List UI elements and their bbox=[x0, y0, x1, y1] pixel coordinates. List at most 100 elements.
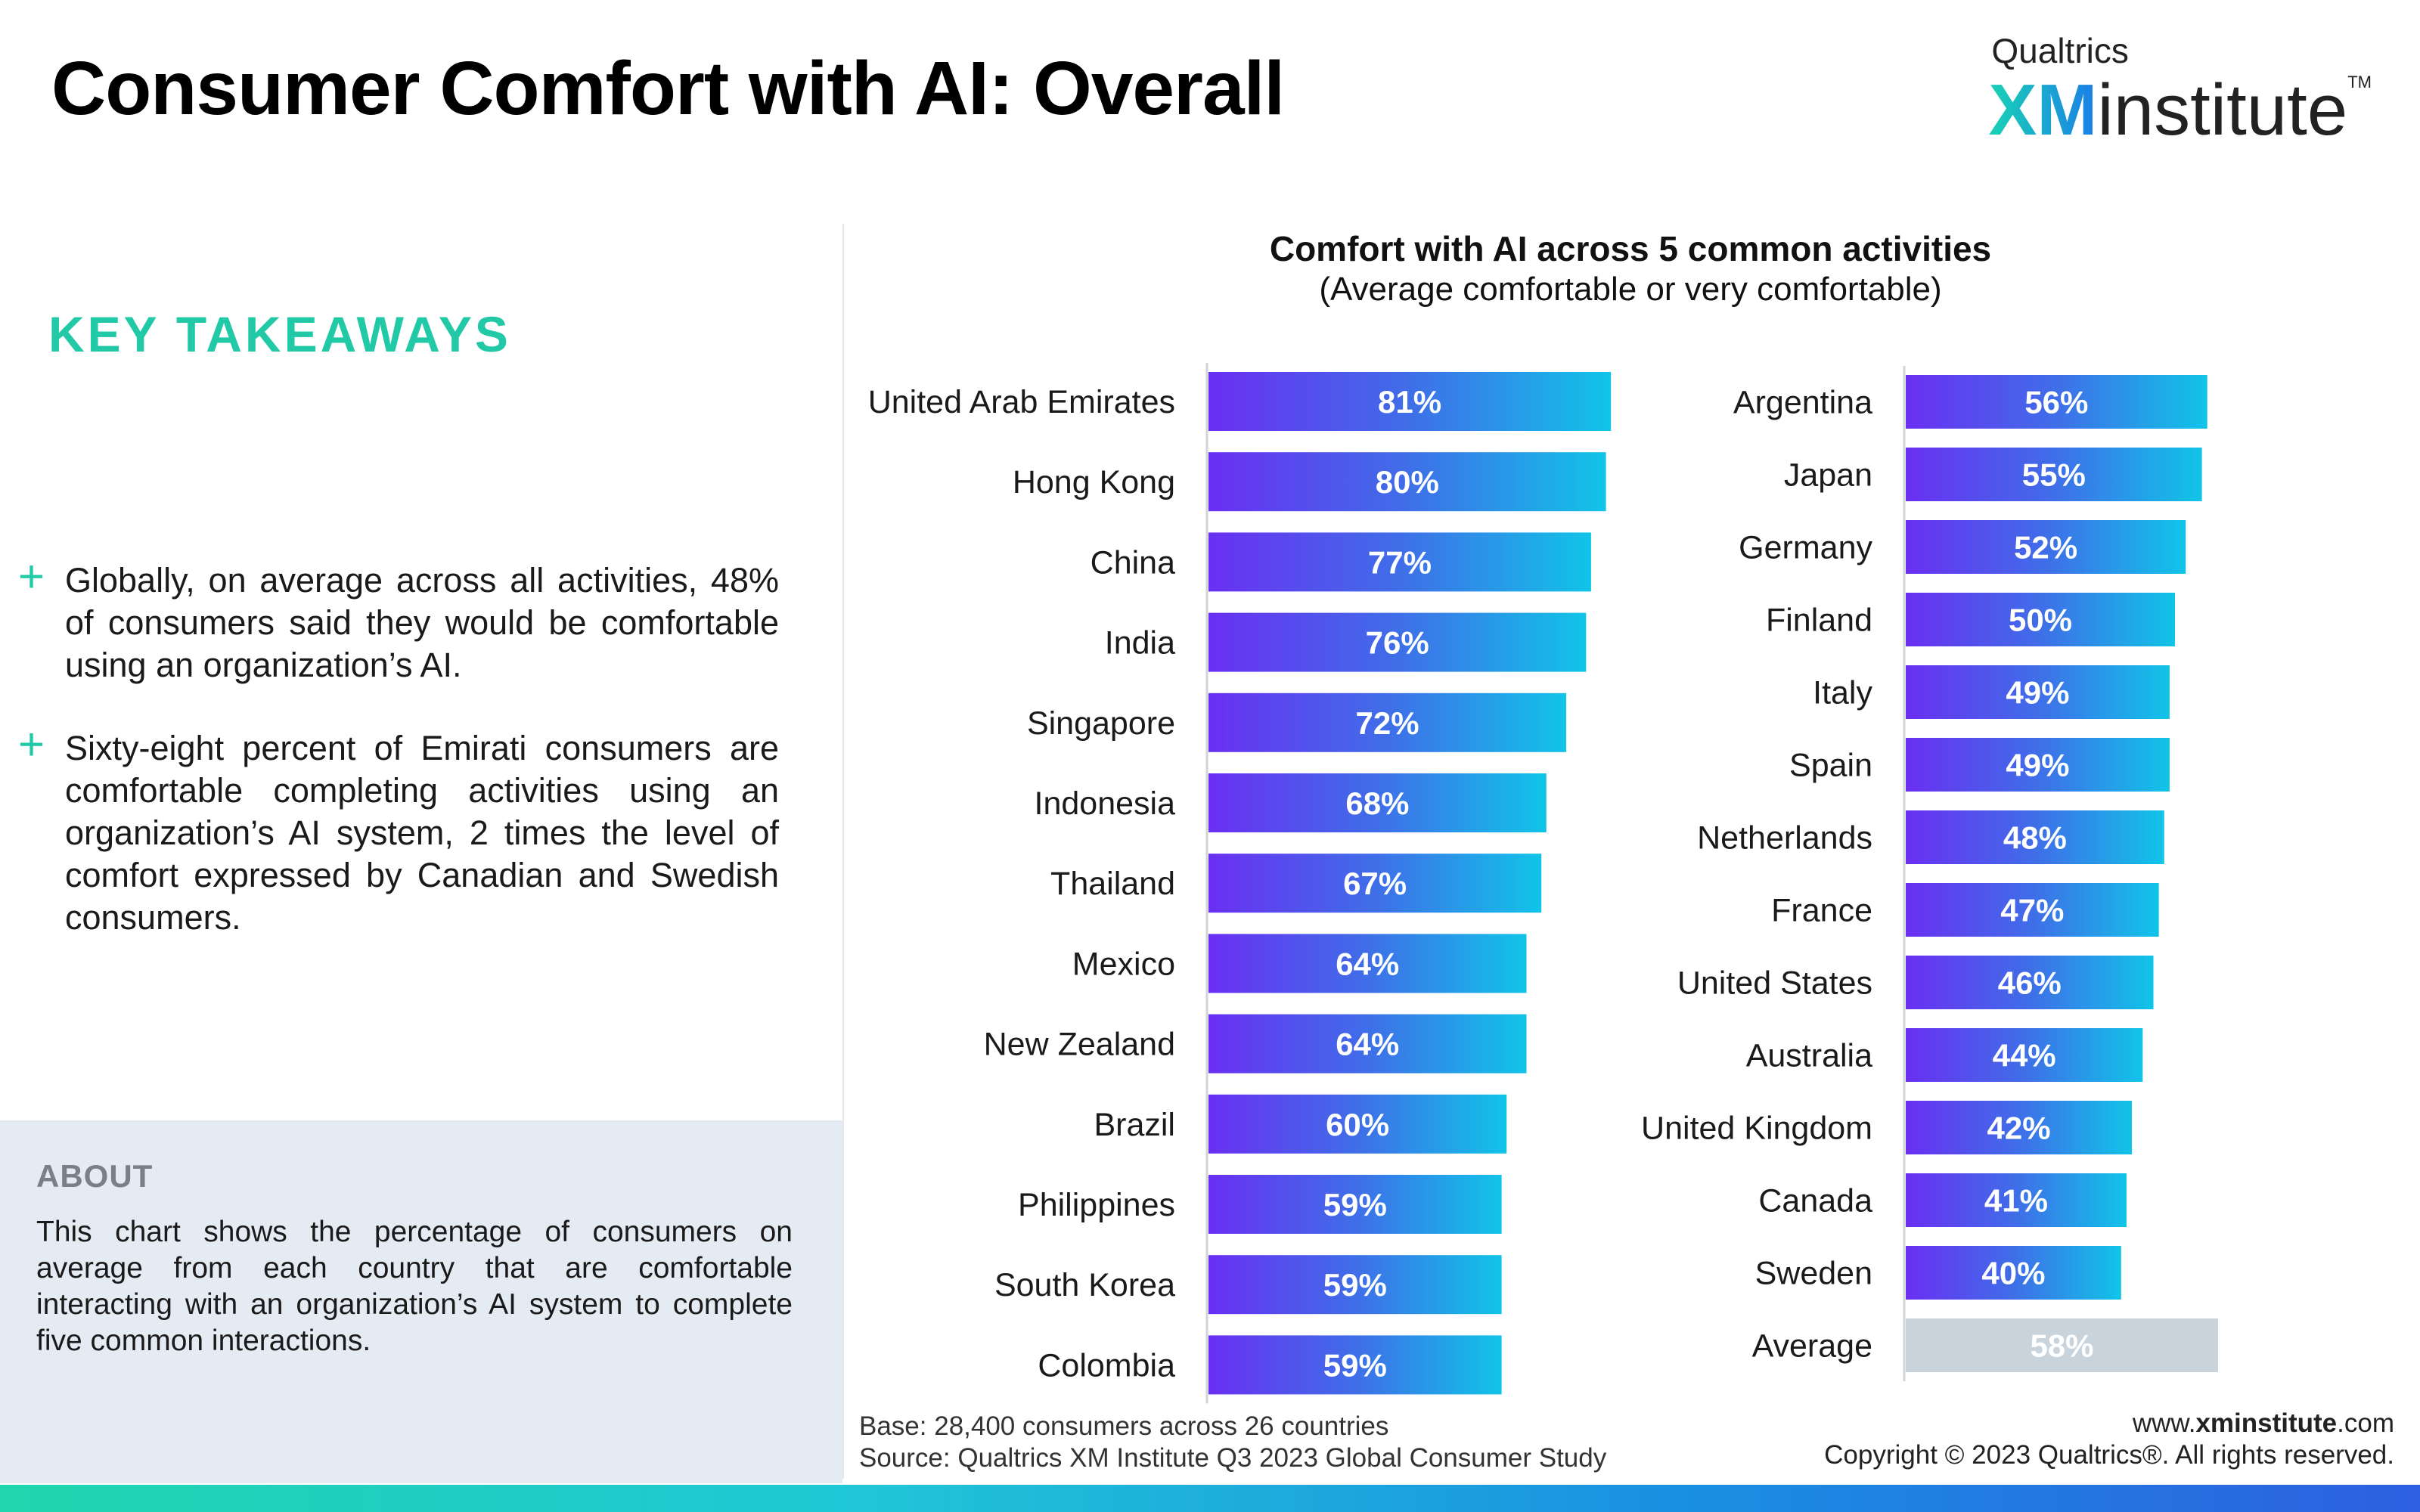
data-label: 41% bbox=[1984, 1183, 2048, 1219]
bottom-gradient-band bbox=[0, 1485, 2420, 1512]
brand-xm-text: XM bbox=[1988, 70, 2098, 150]
data-label: 49% bbox=[2006, 748, 2069, 783]
category-label: Finland bbox=[1766, 603, 1872, 639]
bar bbox=[1906, 883, 2159, 937]
data-label: 77% bbox=[1368, 544, 1432, 580]
category-label: Japan bbox=[1784, 457, 1872, 494]
data-label: 68% bbox=[1345, 785, 1409, 821]
chart-subtitle: (Average comfortable or very comfortable… bbox=[1319, 271, 1942, 308]
category-label: Philippines bbox=[1018, 1187, 1175, 1223]
takeaway-item: + Globally, on average across all activi… bbox=[18, 551, 779, 686]
category-label: Canada bbox=[1758, 1183, 1872, 1219]
data-label: 50% bbox=[2009, 603, 2072, 638]
data-label: 59% bbox=[1323, 1267, 1387, 1303]
bar bbox=[1906, 593, 2175, 646]
copyright-text: Copyright © 2023 Qualtrics®. All rights … bbox=[1824, 1440, 2394, 1470]
bar bbox=[1208, 1335, 1502, 1395]
page-title: Consumer Comfort with AI: Overall bbox=[51, 46, 1285, 131]
category-label: Indonesia bbox=[1035, 785, 1176, 822]
bar bbox=[1906, 375, 2207, 429]
category-label: Sweden bbox=[1755, 1256, 1872, 1292]
category-label: Colombia bbox=[1038, 1347, 1175, 1383]
plus-icon: + bbox=[18, 551, 45, 602]
data-label: 42% bbox=[1987, 1111, 2050, 1146]
copyright-block: www.xminstitute.com Copyright © 2023 Qua… bbox=[1824, 1408, 2394, 1471]
source-note: Source: Qualtrics XM Institute Q3 2023 G… bbox=[859, 1443, 1607, 1473]
bar bbox=[1906, 665, 2170, 719]
bar bbox=[1208, 773, 1547, 832]
bar bbox=[1208, 1255, 1502, 1315]
category-label: Brazil bbox=[1094, 1107, 1175, 1143]
data-label: 67% bbox=[1343, 866, 1407, 901]
data-label: 81% bbox=[1378, 384, 1441, 420]
plus-icon: + bbox=[18, 719, 45, 770]
category-label: Spain bbox=[1789, 748, 1872, 784]
data-label: 64% bbox=[1336, 1027, 1399, 1062]
bar bbox=[1906, 448, 2202, 501]
category-label: India bbox=[1105, 625, 1175, 662]
category-label: New Zealand bbox=[984, 1027, 1175, 1063]
category-label: United States bbox=[1677, 965, 1872, 1002]
category-label: South Korea bbox=[994, 1267, 1175, 1303]
brand-tm-mark: TM bbox=[2347, 73, 2372, 91]
category-label: Argentina bbox=[1733, 385, 1872, 421]
bar bbox=[1208, 854, 1542, 913]
category-label: Mexico bbox=[1072, 946, 1175, 982]
website-link[interactable]: www.xminstitute.com bbox=[2132, 1408, 2394, 1438]
brand-qualtrics-text: Qualtrics bbox=[1991, 31, 2129, 70]
bar bbox=[1906, 738, 2170, 792]
bar bbox=[1906, 520, 2186, 574]
data-label: 47% bbox=[2000, 893, 2064, 928]
bar bbox=[1208, 532, 1591, 592]
takeaway-text: Sixty-eight percent of Emirati consumers… bbox=[65, 729, 779, 937]
bar bbox=[1906, 1173, 2127, 1227]
brand-xm-institute: XMinstituteTM bbox=[1988, 74, 2372, 147]
category-label: United Arab Emirates bbox=[868, 384, 1175, 420]
bar bbox=[1906, 810, 2164, 864]
data-label: 40% bbox=[1981, 1256, 2045, 1291]
data-label: 49% bbox=[2006, 675, 2069, 711]
category-label: Average bbox=[1752, 1328, 1872, 1365]
takeaway-item: + Sixty-eight percent of Emirati consume… bbox=[18, 719, 779, 939]
bar bbox=[1906, 1101, 2133, 1154]
bar bbox=[1208, 452, 1606, 512]
chart-footnote: Base: 28,400 consumers across 26 countri… bbox=[859, 1411, 1606, 1474]
data-label: 72% bbox=[1355, 705, 1419, 741]
bar bbox=[1906, 1028, 2143, 1082]
bar bbox=[1208, 934, 1527, 993]
bar bbox=[1208, 612, 1587, 672]
brand-logo: Qualtrics XMinstituteTM bbox=[1988, 30, 2372, 147]
key-takeaways-title: KEY TAKEAWAYS bbox=[48, 306, 511, 362]
category-label: Netherlands bbox=[1697, 820, 1872, 857]
category-label: Singapore bbox=[1027, 705, 1175, 742]
category-label: China bbox=[1091, 544, 1175, 581]
data-label: 55% bbox=[2022, 457, 2086, 493]
data-label: 46% bbox=[1998, 965, 2062, 1001]
bar bbox=[1208, 372, 1612, 431]
data-label: 60% bbox=[1326, 1107, 1389, 1142]
takeaway-text: Globally, on average across all activiti… bbox=[65, 561, 779, 684]
category-label: France bbox=[1771, 893, 1872, 929]
data-label: 64% bbox=[1336, 946, 1399, 981]
category-label: Australia bbox=[1746, 1038, 1872, 1074]
data-label: 58% bbox=[2030, 1328, 2093, 1364]
bar bbox=[1906, 956, 2154, 1009]
bar bbox=[1208, 1014, 1527, 1074]
bar bbox=[1208, 1094, 1507, 1154]
about-text: This chart shows the percentage of consu… bbox=[36, 1216, 793, 1357]
bar bbox=[1208, 692, 1567, 752]
bar bbox=[1906, 1246, 2121, 1300]
category-label: Germany bbox=[1739, 530, 1872, 566]
data-label: 80% bbox=[1376, 464, 1439, 500]
brand-institute-text: institute bbox=[2097, 70, 2348, 150]
data-label: 59% bbox=[1323, 1187, 1387, 1222]
data-label: 44% bbox=[1993, 1038, 2056, 1074]
chart-title: Comfort with AI across 5 common activiti… bbox=[1269, 229, 1992, 268]
category-label: United Kingdom bbox=[1641, 1111, 1872, 1147]
category-label: Italy bbox=[1813, 675, 1872, 711]
about-panel: ABOUT This chart shows the percentage of… bbox=[0, 1120, 842, 1483]
data-label: 76% bbox=[1366, 625, 1429, 661]
panel-divider bbox=[842, 224, 844, 1479]
key-takeaways-panel: KEY TAKEAWAYS + Globally, on average acr… bbox=[0, 212, 839, 1119]
